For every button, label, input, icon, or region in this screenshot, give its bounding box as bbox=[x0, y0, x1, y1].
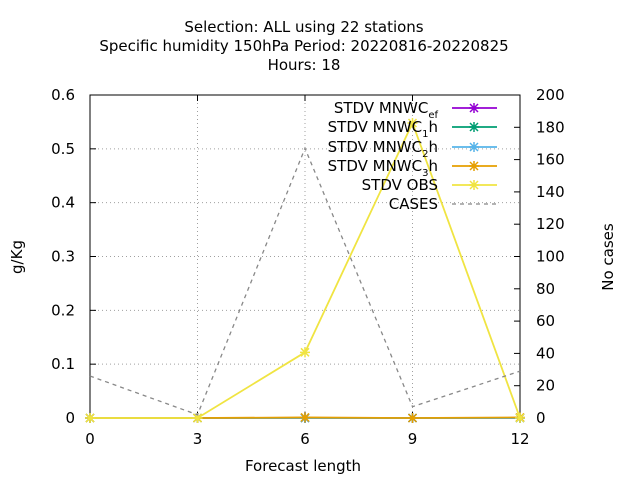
data-point bbox=[407, 117, 418, 128]
data-point bbox=[407, 413, 418, 423]
legend-label-subscript: ef bbox=[428, 110, 438, 121]
legend-marker bbox=[469, 142, 479, 152]
title-line-1: Selection: ALL using 22 stations bbox=[184, 18, 423, 36]
series-cases bbox=[89, 146, 521, 416]
data-point bbox=[192, 413, 203, 423]
y2-tick-label: 0 bbox=[536, 409, 546, 427]
y2-tick-label: 20 bbox=[536, 377, 555, 395]
x-tick-label: 12 bbox=[510, 430, 529, 448]
y2-axis-label: No cases bbox=[599, 223, 617, 291]
legend-label-main: STDV MNWC bbox=[328, 118, 422, 136]
title-line-3: Hours: 18 bbox=[268, 56, 341, 74]
legend-label-tail: h bbox=[428, 157, 438, 175]
y-tick-label: 0.4 bbox=[51, 194, 75, 212]
legend-label-main: CASES bbox=[389, 195, 438, 213]
y-tick-label: 0.2 bbox=[51, 301, 75, 319]
legend-entry: STDV OBS bbox=[362, 176, 497, 194]
legend-marker bbox=[469, 180, 479, 190]
chart-title: Selection: ALL using 22 stations Specifi… bbox=[99, 18, 508, 74]
x-tick-label: 3 bbox=[193, 430, 203, 448]
legend-marker bbox=[469, 122, 479, 132]
y2-tick-label: 60 bbox=[536, 312, 555, 330]
legend-label-tail: h bbox=[428, 138, 438, 156]
x-tick-label: 9 bbox=[408, 430, 418, 448]
series-stdv-obs bbox=[85, 117, 525, 423]
legend-label: STDV MNWCef bbox=[334, 99, 439, 121]
legend-label-subscript: 3 bbox=[422, 168, 428, 179]
legend-label-subscript: 2 bbox=[422, 149, 428, 160]
y2-tick-label: 120 bbox=[536, 215, 565, 233]
data-point bbox=[300, 347, 310, 358]
y-tick-label: 0 bbox=[65, 409, 75, 427]
y2-tick-label: 80 bbox=[536, 280, 555, 298]
x-axis-label: Forecast length bbox=[245, 457, 361, 475]
legend-entry: STDV MNWCef bbox=[334, 99, 497, 121]
data-point bbox=[300, 412, 310, 423]
data-point bbox=[515, 413, 525, 423]
y-axis-label: g/Kg bbox=[8, 240, 26, 274]
legend-entry: STDV MNWC3h bbox=[328, 157, 497, 179]
legend-label: CASES bbox=[389, 195, 438, 213]
legend-label: STDV OBS bbox=[362, 176, 438, 194]
series-line bbox=[89, 146, 521, 416]
axes: 0 3 6 9 1200.10.20.30.40.50.6020406080100120… bbox=[51, 86, 565, 448]
legend-label-subscript: 1 bbox=[422, 129, 428, 140]
legend-label: STDV MNWC1h bbox=[328, 118, 438, 140]
legend-label-tail: h bbox=[428, 118, 438, 136]
y-tick-label: 0.3 bbox=[51, 248, 75, 266]
y2-tick-label: 200 bbox=[536, 86, 565, 104]
legend-label-main: STDV MNWC bbox=[328, 138, 422, 156]
series-layer bbox=[85, 117, 525, 423]
legend-entry: STDV MNWC1h bbox=[328, 118, 497, 140]
grid bbox=[90, 95, 520, 418]
data-point bbox=[85, 413, 95, 423]
x-tick-label: 0 bbox=[85, 430, 95, 448]
legend-label-main: STDV MNWC bbox=[334, 99, 428, 117]
y2-tick-label: 180 bbox=[536, 118, 565, 136]
title-line-2: Specific humidity 150hPa Period: 2022081… bbox=[99, 37, 508, 55]
legend-entry: STDV MNWC2h bbox=[328, 138, 497, 160]
y-tick-label: 0.1 bbox=[51, 355, 75, 373]
legend-marker bbox=[469, 161, 479, 171]
legend-label: STDV MNWC2h bbox=[328, 138, 438, 160]
legend-label: STDV MNWC3h bbox=[328, 157, 438, 179]
legend-label-main: STDV OBS bbox=[362, 176, 438, 194]
y-tick-label: 0.6 bbox=[51, 86, 75, 104]
y2-tick-label: 140 bbox=[536, 183, 565, 201]
legend-label-main: STDV MNWC bbox=[328, 157, 422, 175]
y-tick-label: 0.5 bbox=[51, 140, 75, 158]
y2-tick-label: 100 bbox=[536, 248, 565, 266]
y2-tick-label: 160 bbox=[536, 151, 565, 169]
legend-marker bbox=[469, 103, 479, 113]
legend-entry: CASES bbox=[389, 195, 497, 213]
y2-tick-label: 40 bbox=[536, 344, 555, 362]
x-tick-label: 6 bbox=[300, 430, 310, 448]
